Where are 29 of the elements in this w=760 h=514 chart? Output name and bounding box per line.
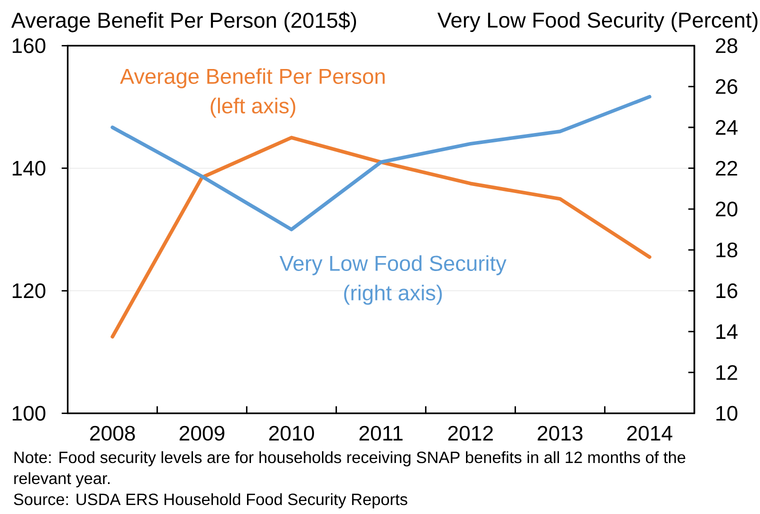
x-tick-label: 2008 (90, 426, 135, 441)
y2-tick-label: 14 (716, 324, 738, 339)
y2-axis-title: Very Low Food Security (Percent) (437, 12, 758, 32)
x-tick-label: 2010 (269, 426, 314, 441)
text: Average Benefit Per Person (left axis) (120, 68, 385, 118)
y2-tick-label: 22 (716, 160, 738, 176)
line-series (110, 94, 652, 232)
y2-tick-label: 18 (716, 242, 738, 258)
text: Note: Food security levels are for households receiving SNAP benefits in all 12 months of the relevant year. (14, 451, 686, 488)
y2-tick-label: 20 (716, 202, 738, 217)
source-note: Source: USDA ERS Household Food Security Reports (14, 493, 408, 508)
y-tick-label: 120 (12, 283, 46, 298)
series-label: Very Low Food Security (right axis) (280, 255, 506, 305)
y2-tick-label: 16 (716, 283, 738, 298)
y2-tick-label: 24 (716, 120, 738, 135)
x-tick-label: 2014 (627, 426, 672, 441)
x-tick-label: 2011 (359, 426, 403, 441)
line-series (110, 136, 652, 339)
y2-tick-label: 12 (716, 365, 738, 380)
y-tick-label: 140 (12, 160, 46, 176)
y-tick-label: 160 (12, 38, 46, 54)
x-tick-label: 2009 (180, 426, 224, 441)
y2-tick-label: 10 (716, 406, 738, 421)
y-tick-label: 100 (12, 406, 46, 421)
y2-tick-label: 26 (716, 79, 738, 94)
x-tick-label: 2013 (538, 426, 582, 441)
x-tick-label: 2012 (448, 426, 493, 441)
y2-tick-label: 28 (716, 38, 738, 54)
y-axis-title: Average Benefit Per Person (2015$) (11, 12, 356, 32)
